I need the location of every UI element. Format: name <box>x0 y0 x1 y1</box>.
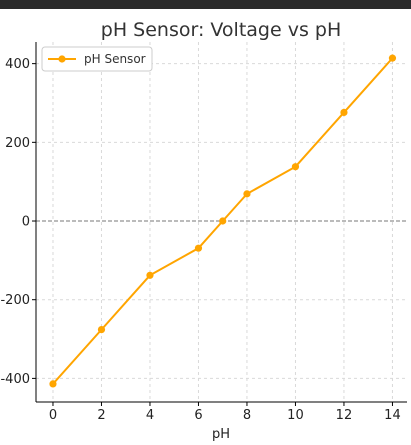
y-tick-label: 200 <box>5 136 30 151</box>
y-tick-label: 0 <box>22 215 30 230</box>
legend-box <box>41 46 153 72</box>
data-point <box>243 190 251 198</box>
x-tick-label: 4 <box>146 408 154 423</box>
y-tick-label: 400 <box>5 57 30 72</box>
data-point <box>388 54 397 62</box>
series-group <box>49 54 397 388</box>
legend-marker <box>58 55 66 63</box>
data-point <box>97 326 106 334</box>
legend-label: pH Sensor <box>84 52 146 66</box>
x-tick-label: 10 <box>287 408 304 423</box>
x-tick-label: 8 <box>243 408 251 423</box>
data-point <box>219 217 227 225</box>
y-tick-label: -200 <box>0 293 30 308</box>
legend: pH Sensor <box>41 46 153 72</box>
chart-title: pH Sensor: Voltage vs pH <box>101 19 341 41</box>
data-point <box>146 271 154 279</box>
data-point <box>194 244 203 252</box>
axes <box>35 42 407 403</box>
data-point <box>291 163 300 171</box>
x-tick-label: 14 <box>384 408 401 423</box>
top-bar <box>0 0 411 9</box>
data-point <box>340 108 348 117</box>
x-tick-label: 0 <box>49 408 57 423</box>
x-tick-label: 6 <box>194 408 202 423</box>
x-ticks: 0 2 4 6 8 10 12 14 <box>49 402 401 423</box>
x-tick-label: 12 <box>336 408 353 423</box>
x-axis-label: pH <box>212 427 230 442</box>
y-tick-label: -400 <box>0 372 30 387</box>
data-point <box>49 380 57 388</box>
y-ticks: 400 200 0 -200 -400 <box>0 57 36 387</box>
x-tick-label: 2 <box>97 408 105 423</box>
